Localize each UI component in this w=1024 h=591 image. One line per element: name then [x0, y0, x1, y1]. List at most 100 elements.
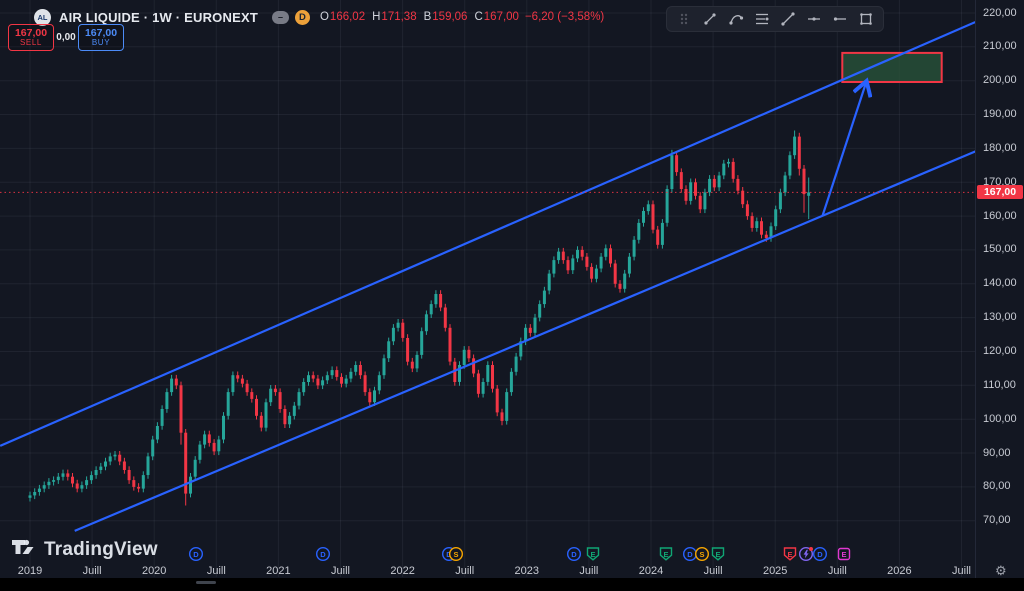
svg-text:D: D — [571, 550, 577, 559]
event-badge-split[interactable]: S — [694, 546, 710, 562]
svg-text:D: D — [687, 550, 693, 559]
close-label: C — [474, 11, 483, 23]
svg-text:D: D — [194, 550, 200, 559]
price-tick-label: 170,00 — [983, 175, 1017, 188]
horizontal-line-tool-icon[interactable] — [805, 10, 823, 28]
time-tick-label: Juill — [331, 565, 350, 577]
time-tick-label: 2019 — [17, 565, 43, 577]
time-tick-label: 2023 — [514, 565, 540, 577]
price-tick-label: 210,00 — [983, 40, 1017, 53]
sell-button[interactable]: 167,00 SELL — [8, 24, 54, 51]
watermark-label: TradingView — [44, 538, 158, 560]
svg-text:D: D — [446, 550, 452, 559]
svg-text:D: D — [320, 550, 326, 559]
price-tick-label: 200,00 — [983, 74, 1017, 87]
screen-edge-artifact — [196, 581, 216, 584]
price-tick-label: 80,00 — [983, 480, 1011, 493]
horizontal-ray-tool-icon[interactable] — [831, 10, 849, 28]
time-tick-label: Juill — [206, 565, 226, 577]
time-tick-label: Juill — [827, 565, 847, 577]
symbol-title[interactable]: AIR LIQUIDE · 1W · EURONEXT — [59, 9, 258, 25]
event-badge-split[interactable]: S — [448, 546, 464, 562]
price-tick-label: 90,00 — [983, 446, 1011, 459]
curve-tool-icon[interactable] — [727, 10, 745, 28]
delayed-data-badge[interactable]: D — [294, 9, 310, 25]
spread-value: 0,00 — [56, 32, 76, 43]
time-axis[interactable]: 2019 Juill 2020 Juill 2021 Juill 2022 Juill 2023… — [0, 546, 975, 578]
svg-text:E: E — [841, 550, 846, 559]
buy-label: BUY — [91, 37, 111, 47]
trend-channel-upper-line — [0, 21, 976, 447]
open-value: 166,02 — [329, 11, 366, 23]
price-tick-label: 160,00 — [983, 209, 1017, 222]
price-axis[interactable]: 167,00 220,00 210,00 200,00 190,00 180,00 170… — [975, 0, 1024, 578]
gear-icon[interactable]: ⚙ — [995, 563, 1007, 578]
buy-button[interactable]: 167,00 BUY — [78, 24, 124, 51]
parallel-channel-tool-icon[interactable] — [753, 10, 771, 28]
price-tick-label: 100,00 — [983, 412, 1017, 425]
price-tick-label: 190,00 — [983, 108, 1017, 121]
time-tick-label: Juill — [82, 565, 102, 577]
adjustment-pill[interactable]: – — [271, 10, 289, 24]
low-value: 159,06 — [432, 11, 468, 23]
chart-canvas[interactable] — [0, 0, 990, 578]
time-tick-label: Juill — [703, 565, 723, 577]
bottom-strip — [0, 578, 1024, 591]
time-tick-label: Juill — [579, 565, 599, 577]
projection-arrow — [821, 83, 866, 217]
svg-text:E: E — [788, 550, 793, 559]
event-badge-earnings[interactable]: E — [782, 546, 798, 562]
symbol-logo-icon[interactable]: AL — [34, 8, 51, 26]
buy-price: 167,00 — [84, 26, 118, 39]
sell-price: 167,00 — [14, 26, 48, 39]
time-tick-label: Juill — [952, 565, 971, 577]
event-badge-live-event[interactable] — [798, 546, 814, 562]
candlestick-series — [28, 130, 811, 506]
time-tick-label: Juill — [455, 565, 475, 577]
price-tick-label: 120,00 — [983, 345, 1017, 357]
svg-text:E: E — [663, 550, 668, 559]
time-tick-label: 2020 — [141, 565, 167, 577]
close-value: 167,00 — [483, 11, 519, 23]
price-tick-label: 70,00 — [983, 514, 1011, 527]
trend-line-tool-icon[interactable] — [701, 10, 719, 28]
event-badge-dividend[interactable]: D — [566, 546, 582, 562]
time-tick-label: 2021 — [266, 565, 291, 577]
drag-handle-icon[interactable] — [675, 10, 693, 28]
svg-text:E: E — [590, 550, 595, 559]
price-tick-label: 220,00 — [983, 6, 1017, 19]
svg-text:E: E — [716, 550, 721, 559]
price-tick-label: 180,00 — [983, 141, 1017, 154]
high-label: H — [372, 11, 381, 23]
price-tick-label: 150,00 — [983, 243, 1017, 256]
svg-text:D: D — [817, 550, 823, 559]
event-badge-earnings[interactable]: E — [658, 546, 674, 562]
price-tick-label: 130,00 — [983, 311, 1017, 324]
svg-text:S: S — [699, 550, 704, 559]
event-badge-dividend[interactable]: D — [812, 546, 828, 562]
price-tick-label: 140,00 — [983, 277, 1017, 290]
open-label: O — [319, 11, 329, 23]
price-tick-label: 110,00 — [983, 378, 1016, 391]
event-badge-earnings[interactable]: E — [710, 546, 726, 562]
high-value: 171,38 — [381, 11, 417, 23]
change-value: −6,20 (−3,58%) — [524, 11, 605, 23]
event-badge-earnings[interactable]: E — [585, 546, 601, 562]
low-label: B — [423, 11, 432, 23]
current-price-label: 167,00 — [977, 185, 1023, 200]
time-tick-label: 2025 — [762, 565, 788, 577]
tradingview-watermark: TradingView — [10, 534, 158, 565]
sell-label: SELL — [20, 37, 42, 47]
trend-line-long-tool-icon[interactable] — [779, 10, 797, 28]
time-tick-label: 2026 — [887, 565, 912, 577]
event-badge-dividend[interactable]: D — [188, 546, 204, 562]
event-badge-earnings[interactable]: E — [836, 546, 852, 562]
time-tick-label: 2024 — [638, 565, 664, 577]
symbol-header: AL AIR LIQUIDE · 1W · EURONEXT – D O166,… — [34, 6, 604, 28]
tradingview-logo-icon — [10, 534, 36, 565]
event-badge-dividend[interactable]: D — [315, 546, 331, 562]
rectangle-tool-icon[interactable] — [857, 10, 875, 28]
time-tick-label: 2022 — [390, 565, 415, 577]
drawing-toolbar — [666, 6, 884, 32]
